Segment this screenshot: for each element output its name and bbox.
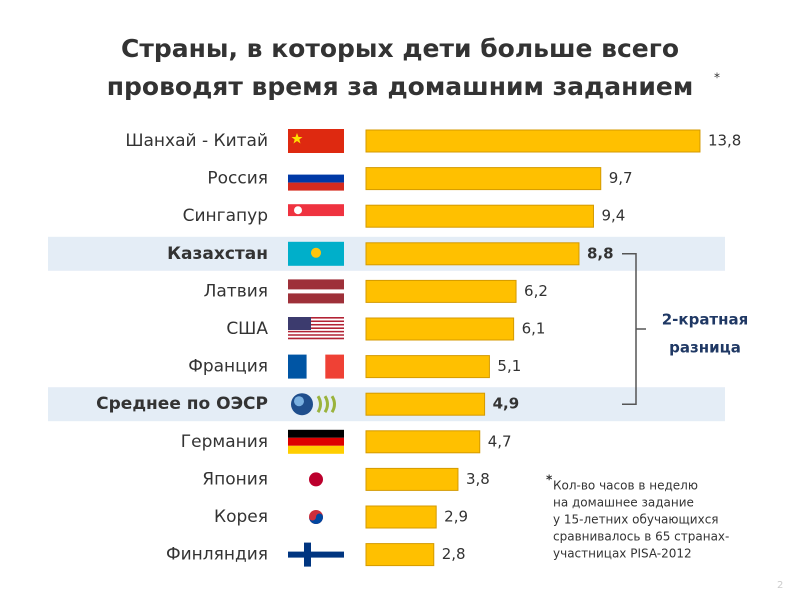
flag-part <box>288 325 344 328</box>
bar <box>365 355 490 379</box>
flag-part <box>288 289 344 294</box>
chart-title: Страны, в которых дети больше всего <box>121 34 679 63</box>
flag <box>288 429 344 454</box>
flag <box>288 354 344 379</box>
flag-part <box>291 133 303 144</box>
title-mark: * <box>714 71 720 85</box>
flag-part <box>288 332 344 335</box>
footnote: участницах PISA-2012 <box>553 547 692 561</box>
flag-part <box>288 437 344 446</box>
value-label: 3,8 <box>466 470 490 488</box>
value-label: 9,7 <box>609 169 633 187</box>
footnote-mark: * <box>546 473 553 487</box>
flag-part <box>311 247 321 258</box>
flag-part <box>288 216 344 229</box>
category-label: Корея <box>214 507 268 527</box>
flag-part <box>288 174 344 183</box>
annotation: 2-кратная <box>662 311 749 329</box>
flag-part <box>306 354 326 379</box>
bar <box>365 467 459 491</box>
value-label: 13,8 <box>708 132 741 150</box>
flag-part <box>288 330 344 333</box>
flag-part <box>288 318 344 321</box>
bar <box>365 129 701 153</box>
flag <box>288 166 344 191</box>
flag-part <box>316 395 322 413</box>
flag-part <box>288 166 344 175</box>
flag-part <box>288 335 344 338</box>
category-label: Латвия <box>204 281 268 301</box>
flag-part <box>288 445 344 454</box>
category-label: Франция <box>188 357 268 377</box>
flag-part <box>288 317 344 319</box>
flag-part <box>288 323 344 326</box>
bar <box>365 543 435 567</box>
flag-part <box>294 206 302 215</box>
flag <box>288 467 344 492</box>
value-label: 9,4 <box>601 207 625 225</box>
value-label: 6,2 <box>524 282 548 300</box>
bar <box>365 204 594 228</box>
footnote: на домашнее задание <box>553 496 694 510</box>
bar <box>365 430 481 454</box>
category-label: Сингапур <box>183 206 268 226</box>
chart-title: проводят время за домашним заданием <box>107 72 694 101</box>
flag <box>291 393 336 416</box>
flag-part <box>288 182 344 191</box>
flag-part <box>309 513 323 524</box>
flag <box>288 204 344 229</box>
footnote: у 15-летних обучающихся <box>553 513 719 527</box>
category-label: Япония <box>202 469 268 489</box>
bar <box>365 167 602 191</box>
category-label: Россия <box>207 169 268 189</box>
flag-part <box>288 429 344 438</box>
category-label: Германия <box>181 432 268 452</box>
value-label: 2,8 <box>442 545 466 563</box>
flag-part <box>288 317 311 330</box>
category-label: Шанхай - Китай <box>125 131 268 151</box>
flag <box>288 129 344 153</box>
flag-part <box>288 337 344 340</box>
page-number: 2 <box>777 580 783 591</box>
footnote: Кол-во часов в неделю <box>553 479 698 493</box>
value-label: 4,9 <box>493 395 520 413</box>
bar <box>365 505 437 529</box>
flag-part <box>288 354 307 379</box>
category-label: Казахстан <box>167 244 268 264</box>
value-label: 2,9 <box>444 508 468 526</box>
flag-part <box>294 396 304 407</box>
flag <box>288 241 344 266</box>
value-label: 8,8 <box>587 244 614 262</box>
footnote: сравнивалось в 65 странах- <box>553 530 729 544</box>
flag <box>288 505 344 529</box>
flag-part <box>288 327 344 329</box>
value-label: 4,7 <box>488 432 512 450</box>
flag-part <box>288 204 344 217</box>
flag-part <box>325 354 344 379</box>
bar <box>365 392 486 416</box>
flag <box>288 317 344 340</box>
flag-part <box>288 320 344 323</box>
flag-part <box>288 551 344 558</box>
flag <box>288 542 344 567</box>
flag-part <box>288 329 344 331</box>
value-label: 5,1 <box>497 357 521 375</box>
flag-part <box>288 322 344 324</box>
category-label: Среднее по ОЭСР <box>96 394 268 414</box>
category-label: США <box>226 319 268 339</box>
flag-part <box>304 542 311 567</box>
flag <box>288 279 344 304</box>
bar <box>365 279 517 303</box>
value-label: 6,1 <box>522 320 546 338</box>
flag-part <box>288 334 344 336</box>
annotation: разница <box>669 339 741 357</box>
flag-part <box>330 395 336 413</box>
bar <box>365 242 580 266</box>
flag-part <box>323 395 329 413</box>
category-label: Финляндия <box>166 545 268 565</box>
bar <box>365 317 515 341</box>
flag-part <box>309 472 323 487</box>
